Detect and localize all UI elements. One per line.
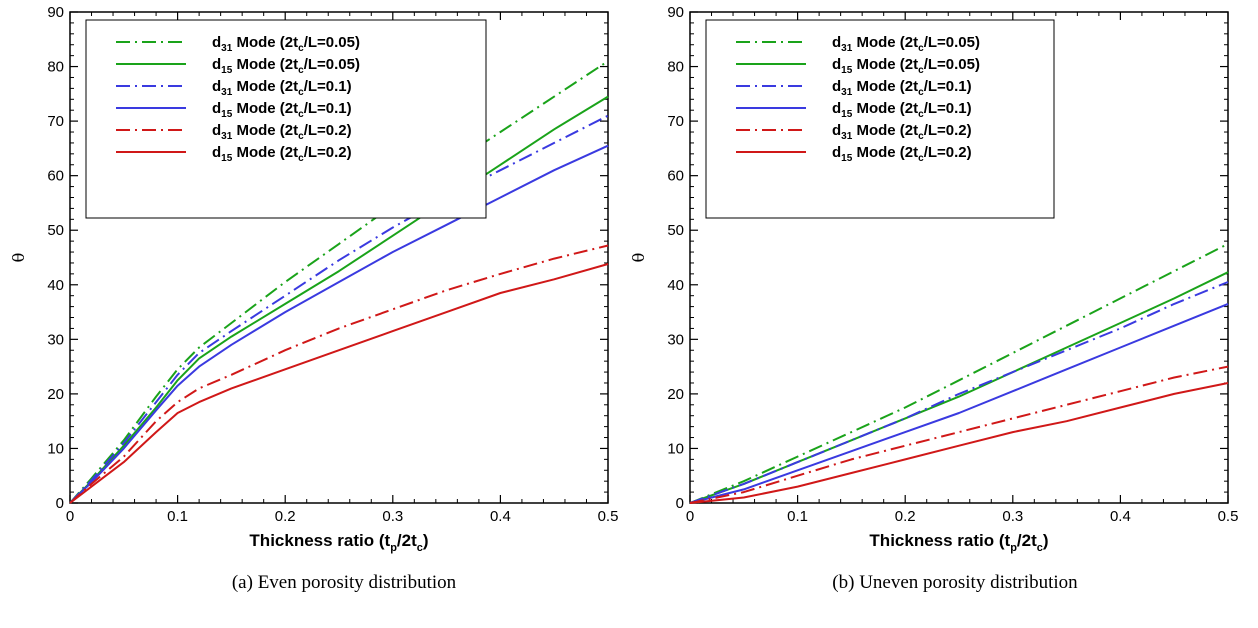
caption-b: (b) Uneven porosity distribution — [832, 572, 1078, 593]
plot-frame — [689, 11, 1229, 504]
y-tick-label: 20 — [47, 386, 64, 403]
legend-label: d15 Mode (2tc/L=0.05) — [832, 56, 980, 76]
y-tick-label: 40 — [667, 277, 684, 294]
x-tick-label: 0.4 — [490, 508, 511, 525]
series-line-1 — [69, 95, 609, 504]
y-tick-label: 80 — [667, 59, 684, 76]
legend-label: d15 Mode (2tc/L=0.2) — [212, 144, 352, 164]
x-tick-label: 0.2 — [895, 508, 916, 525]
x-axis-label: Thickness ratio (tp/2tc) — [249, 531, 428, 554]
legend-label: d15 Mode (2tc/L=0.2) — [832, 144, 972, 164]
chart-panel-a: 0 10 20 30 40 50 60 70 80 90 0 0.1 0.2 0.3 0.4 0.5 θ Thic… — [9, 4, 618, 554]
y-tick-label: 10 — [47, 440, 64, 457]
y-axis-label: θ — [9, 253, 28, 263]
series-line-2 — [689, 281, 1229, 504]
x-tick-label: 0.5 — [598, 508, 619, 525]
legend-label: d31 Mode (2tc/L=0.1) — [212, 78, 352, 98]
legend-box — [85, 19, 487, 219]
series-line-5 — [69, 263, 609, 504]
y-tick-label: 30 — [47, 331, 64, 348]
x-tick-label: 0 — [66, 508, 74, 525]
y-tick-label: 60 — [667, 168, 684, 185]
x-tick-label: 0.4 — [1110, 508, 1131, 525]
series-line-0 — [69, 60, 609, 504]
series-line-4 — [69, 244, 609, 504]
y-tick-label: 50 — [667, 222, 684, 239]
legend-box — [705, 19, 1055, 219]
legend-label: d15 Mode (2tc/L=0.05) — [212, 56, 360, 76]
x-axis-label: Thickness ratio (tp/2tc) — [869, 531, 1048, 554]
y-tick-label: 60 — [47, 168, 64, 185]
chart-panel-b: 0 10 20 30 40 50 60 70 80 90 0 0.1 0.2 0.3 0.4 0.5 θ Thic… — [629, 4, 1238, 554]
y-axis-label: θ — [629, 253, 648, 263]
series-line-3 — [689, 302, 1229, 504]
series-line-0 — [689, 243, 1229, 504]
series-line-3 — [69, 144, 609, 504]
x-tick-label: 0.3 — [382, 508, 403, 525]
x-tick-label: 0 — [686, 508, 694, 525]
y-tick-label: 0 — [56, 495, 64, 512]
y-tick-label: 90 — [47, 4, 64, 21]
legend-label: d31 Mode (2tc/L=0.05) — [832, 34, 980, 54]
plot-frame — [69, 11, 609, 504]
y-tick-label: 0 — [676, 495, 684, 512]
caption-a: (a) Even porosity distribution — [232, 572, 457, 593]
legend-label: d31 Mode (2tc/L=0.05) — [212, 34, 360, 54]
legend-label: d31 Mode (2tc/L=0.2) — [832, 122, 972, 142]
x-tick-label: 0.1 — [167, 508, 188, 525]
y-tick-label: 10 — [667, 440, 684, 457]
series-line-5 — [689, 382, 1229, 504]
x-tick-label: 0.2 — [275, 508, 296, 525]
x-tick-label: 0.5 — [1218, 508, 1239, 525]
y-tick-label: 70 — [667, 113, 684, 130]
y-tick-label: 80 — [47, 59, 64, 76]
legend-label: d31 Mode (2tc/L=0.2) — [212, 122, 352, 142]
y-tick-label: 70 — [47, 113, 64, 130]
y-tick-label: 20 — [667, 386, 684, 403]
y-tick-label: 30 — [667, 331, 684, 348]
legend-label: d15 Mode (2tc/L=0.1) — [832, 100, 972, 120]
y-tick-label: 50 — [47, 222, 64, 239]
legend-label: d31 Mode (2tc/L=0.1) — [832, 78, 972, 98]
x-tick-label: 0.1 — [787, 508, 808, 525]
y-tick-label: 90 — [667, 4, 684, 21]
series-line-4 — [689, 365, 1229, 504]
x-tick-label: 0.3 — [1002, 508, 1023, 525]
legend-label: d15 Mode (2tc/L=0.1) — [212, 100, 352, 120]
series-line-1 — [689, 271, 1229, 504]
series-line-2 — [69, 114, 609, 504]
y-tick-label: 40 — [47, 277, 64, 294]
